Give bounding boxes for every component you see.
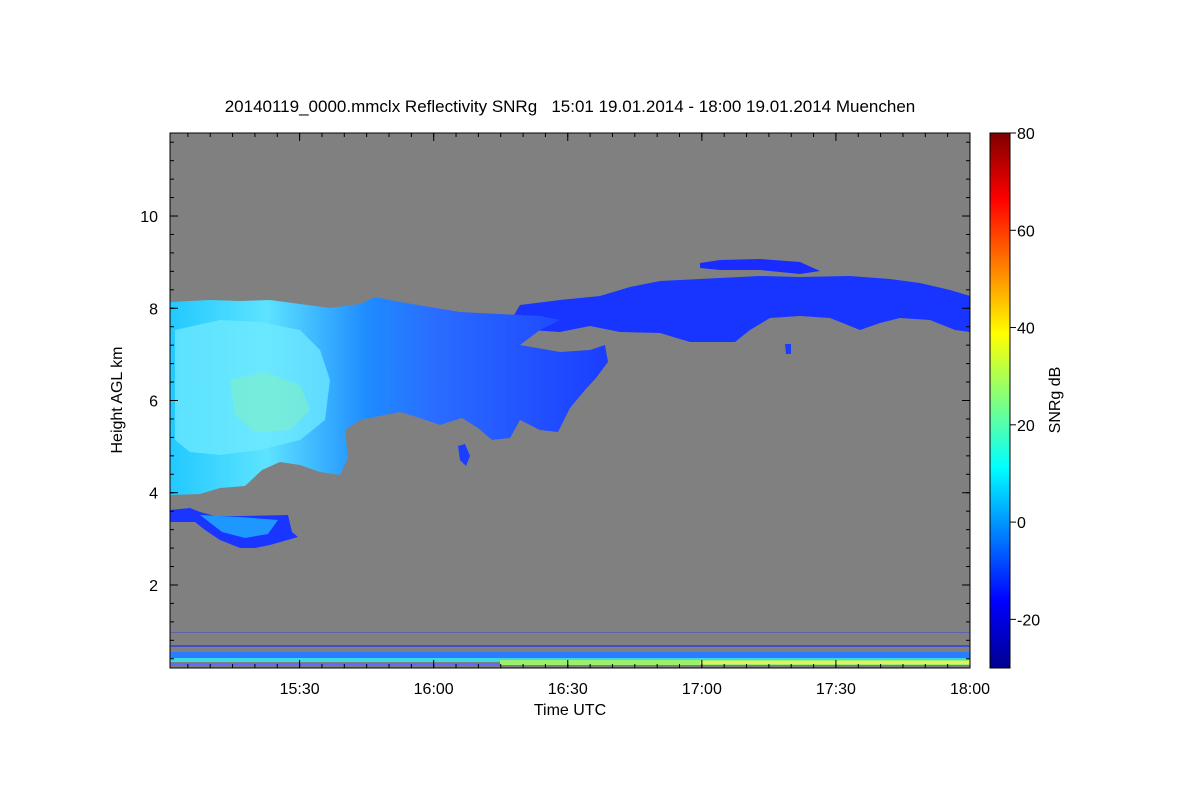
y-tick-label: 10 xyxy=(140,209,158,226)
colorbar-label: SNRg dB xyxy=(1047,367,1064,434)
echo-surface-clutter-hot xyxy=(700,661,970,664)
x-tick-label: 17:30 xyxy=(816,681,856,698)
colorbar-tick-label: 20 xyxy=(1017,418,1035,435)
colorbar-axis: -20 0 20 40 60 80 xyxy=(1010,126,1040,629)
echo-upper-cloud xyxy=(510,276,970,342)
noise-band xyxy=(170,632,970,633)
y-tick-label: 4 xyxy=(149,486,158,503)
colorbar-tick-label: -20 xyxy=(1017,612,1040,629)
x-tick-label: 16:00 xyxy=(414,681,454,698)
x-tick-label: 18:00 xyxy=(950,681,990,698)
noise-band xyxy=(170,645,970,647)
echo-surface-clutter-base xyxy=(170,663,500,666)
echo-cloud-top-layer xyxy=(700,259,820,274)
y-axis: 2 4 6 8 10 xyxy=(140,141,970,660)
x-tick-label: 15:30 xyxy=(280,681,320,698)
y-tick-label: 8 xyxy=(149,301,158,318)
echo-small-patch xyxy=(458,444,470,466)
colorbar xyxy=(989,132,1011,669)
echo-surface-clutter xyxy=(170,652,970,658)
colorbar-tick-label: 80 xyxy=(1017,126,1035,143)
echo-main-core-green xyxy=(230,372,310,432)
colorbar-tick-label: 0 xyxy=(1017,515,1026,532)
colorbar-tick-label: 60 xyxy=(1017,223,1035,240)
y-tick-label: 2 xyxy=(149,578,158,595)
y-tick-label: 6 xyxy=(149,394,158,411)
y-axis-label: Height AGL km xyxy=(109,346,126,453)
x-axis: 15:30 16:00 16:30 17:00 17:30 18:00 xyxy=(187,133,990,698)
echo-layer xyxy=(170,259,970,666)
x-tick-label: 16:30 xyxy=(548,681,588,698)
echo-upper-cloud-fragment xyxy=(785,344,791,354)
echo-low-cloud-core xyxy=(200,515,278,538)
x-axis-label: Time UTC xyxy=(534,702,606,719)
x-tick-label: 17:00 xyxy=(682,681,722,698)
chart-title: 20140119_0000.mmclx Reflectivity SNRg 15… xyxy=(224,97,916,116)
colorbar-tick-label: 40 xyxy=(1017,321,1035,338)
